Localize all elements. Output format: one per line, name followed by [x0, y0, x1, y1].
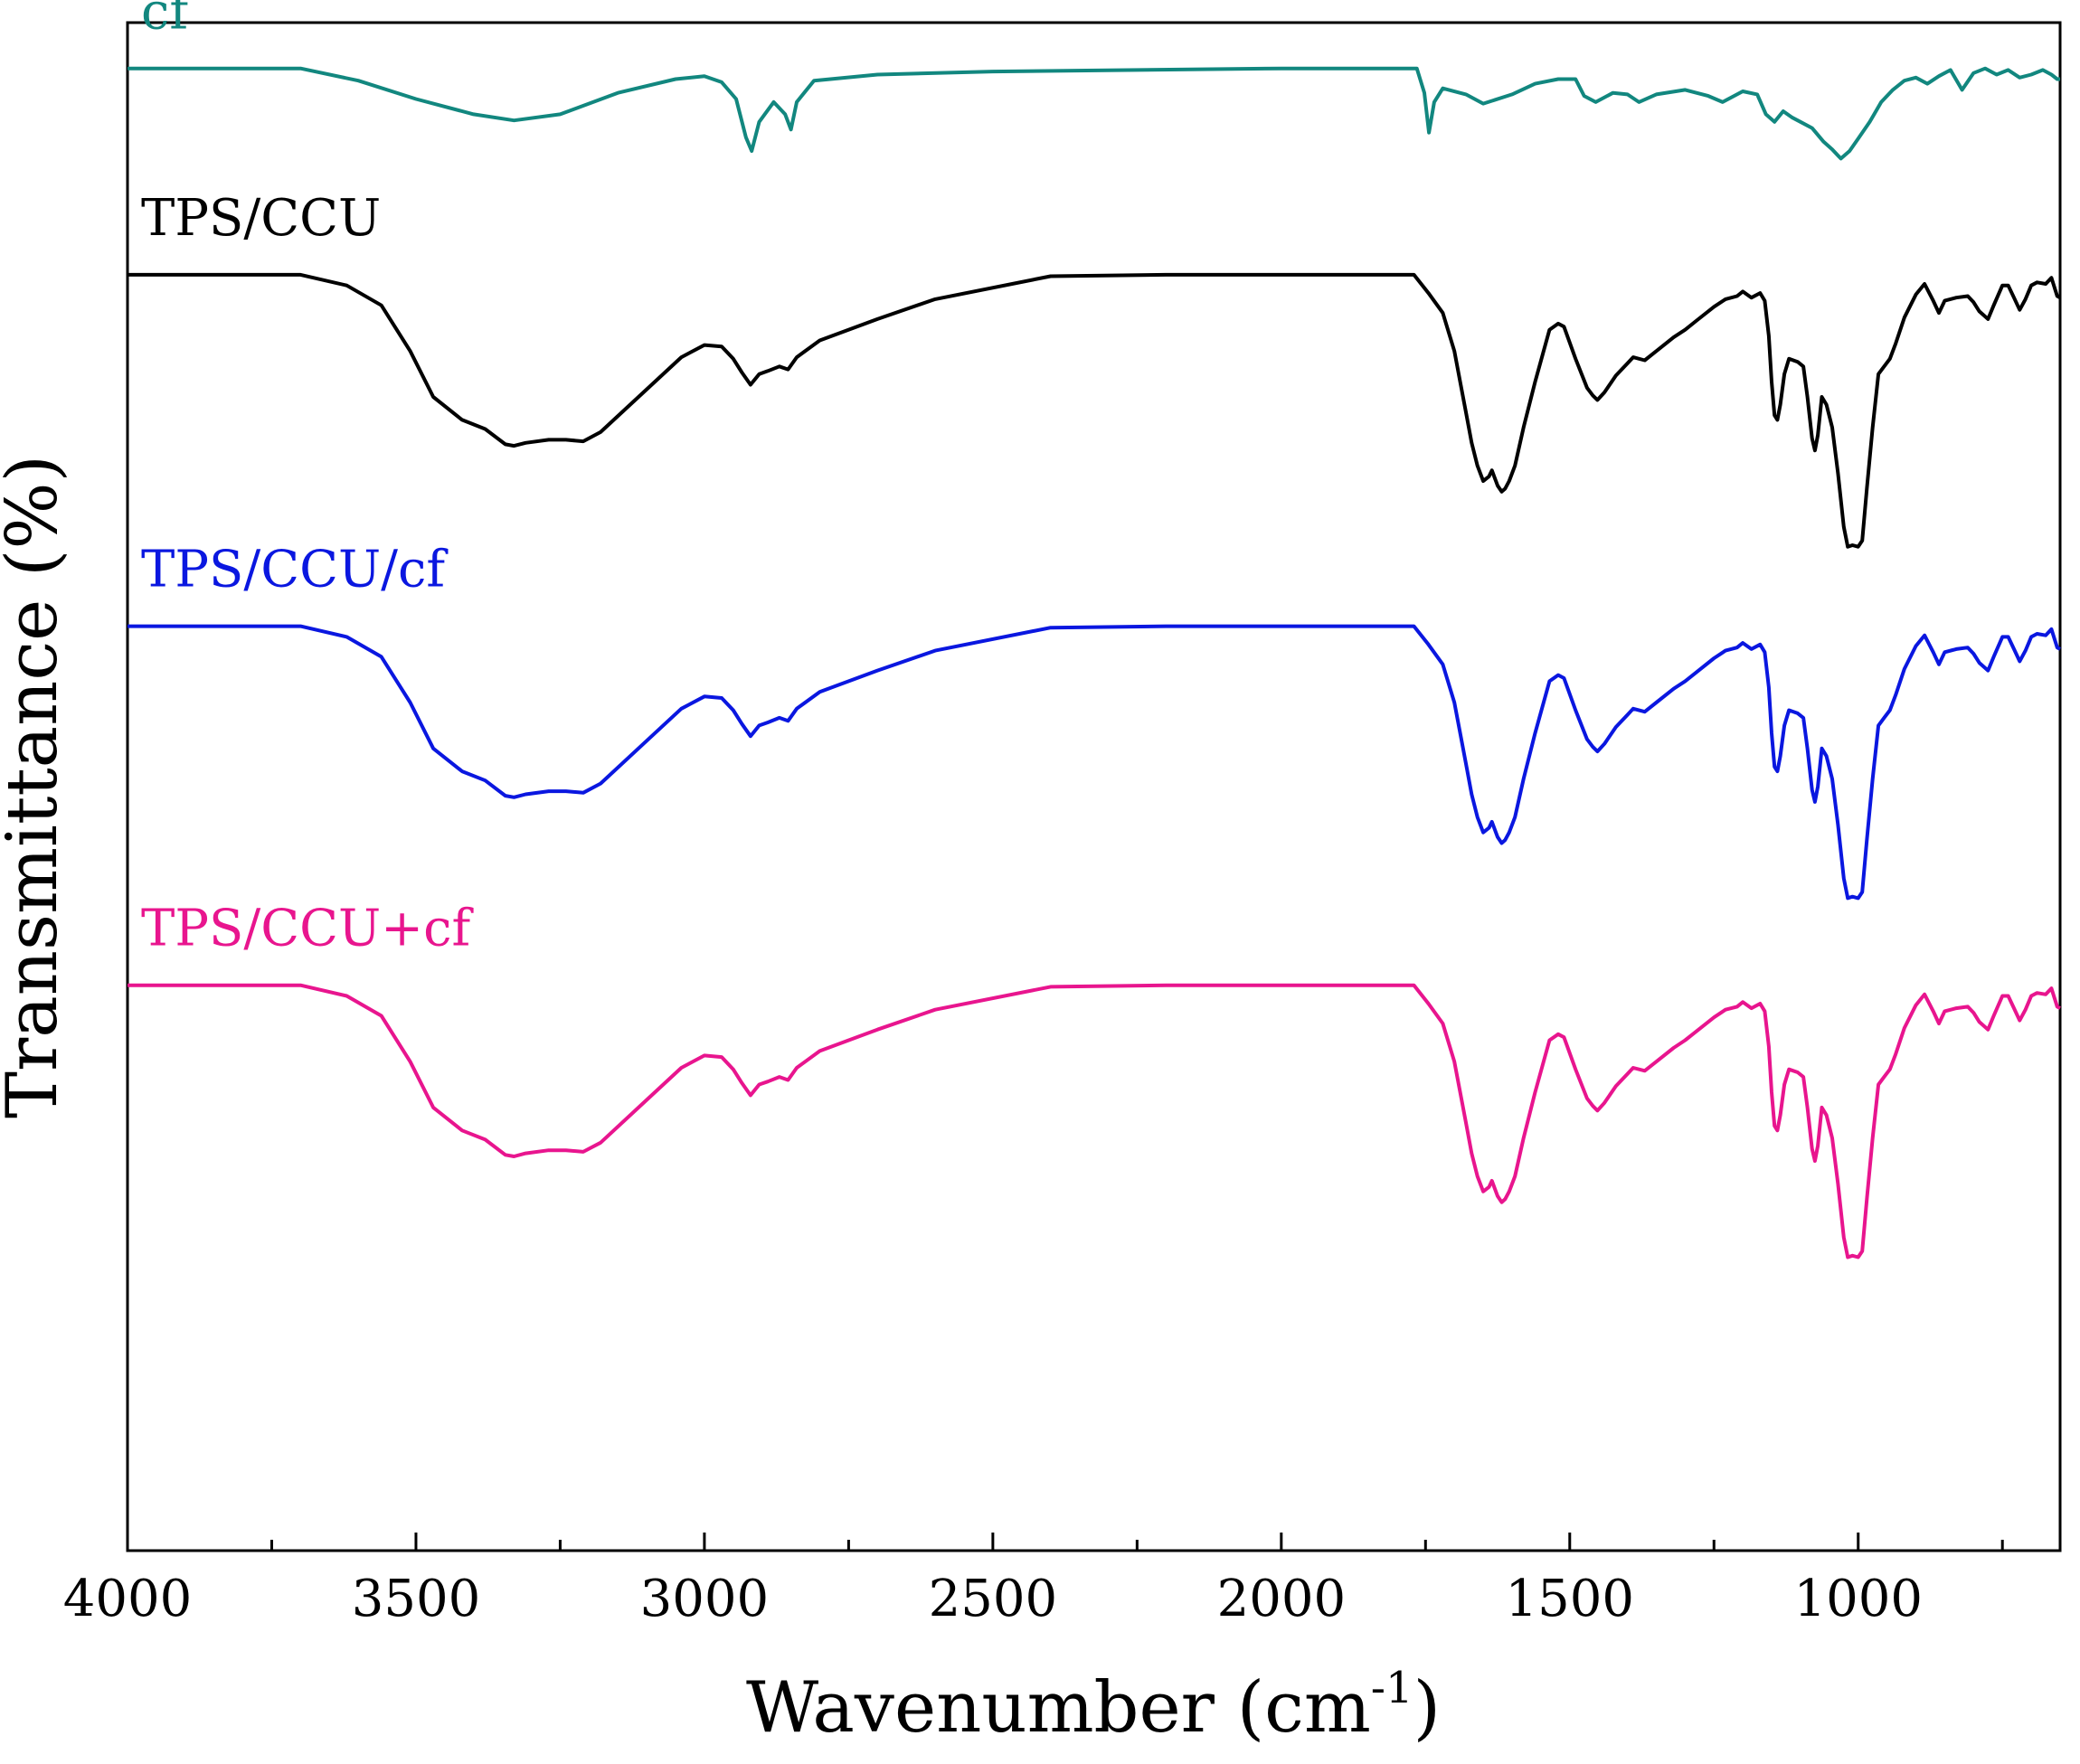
x-tick-label: 3000	[640, 1570, 770, 1628]
x-tick-label: 4000	[63, 1570, 193, 1628]
x-axis-tick-labels: 4000 3500 3000 2500 2000 1500 1000	[63, 1570, 1923, 1628]
x-axis-title-main: Wavenumber (cm	[746, 1667, 1371, 1749]
x-tick-label: 1000	[1793, 1570, 1923, 1628]
series-label: TPS/CCU/cf	[141, 541, 449, 599]
x-axis-ticks	[126, 1533, 2004, 1551]
plot-frame	[126, 21, 2062, 1552]
x-axis-title-close: )	[1413, 1667, 1441, 1749]
series-label: cf	[141, 0, 192, 42]
series-label: TPS/CCU+cf	[141, 900, 474, 958]
x-axis-title: Wavenumber (cm-1)	[746, 1663, 1441, 1749]
series-line-tps-ccu-cf	[128, 624, 2061, 901]
x-tick-label: 2000	[1217, 1570, 1347, 1628]
series-label: TPS/CCU	[141, 189, 381, 248]
x-tick-label: 1500	[1506, 1570, 1635, 1628]
y-axis-title: Transmittance (%)	[0, 455, 73, 1118]
x-axis-title-superscript: -1	[1371, 1663, 1413, 1713]
series-line-tps-ccu	[128, 272, 2061, 549]
series-line-tps-ccu-cf	[128, 983, 2061, 1259]
series-line-cf	[128, 66, 2060, 161]
x-tick-label: 2500	[929, 1570, 1058, 1628]
spectra-series	[128, 66, 2061, 1259]
series-labels: cf TPS/CCU TPS/CCU/cf TPS/CCU+cf	[141, 0, 474, 958]
x-tick-label: 3500	[352, 1570, 481, 1628]
